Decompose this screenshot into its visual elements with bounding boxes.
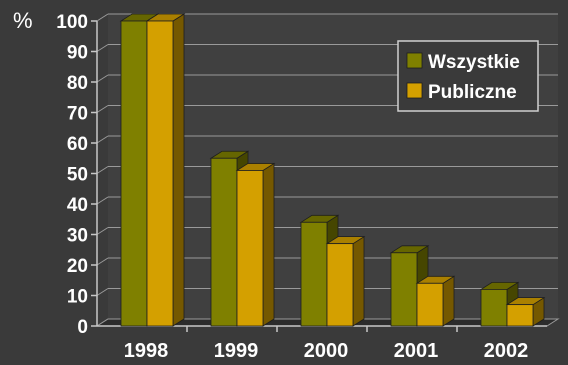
x-tick-label: 1998 [124,340,169,362]
bar-side [352,235,365,327]
y-tick-label: 50 [67,165,88,186]
bar-front [390,252,418,327]
y-tick-label: 100 [56,12,88,33]
x-tick-label: 2000 [304,340,349,362]
gridline-diagonal [96,166,109,174]
gridline-diagonal [96,135,109,144]
gridline-diagonal [96,13,109,22]
x-tick-label: 2002 [484,340,529,362]
y-tick-label: 0 [77,317,88,338]
gridline-diagonal [96,196,109,205]
bar-front [326,243,354,327]
bar-front [506,304,534,327]
y-tick-label: 20 [67,256,88,277]
bar-publiczne-1998 [145,13,186,327]
x-tick-labels: 1998 1999 2000 2001 2002 [124,340,529,362]
legend-swatch-publiczne [406,82,423,99]
y-tick-label: 80 [67,73,88,94]
gridline-diagonal [96,288,109,296]
bar-publiczne-2000 [325,235,366,327]
bar-side [262,162,275,327]
legend-label-wszystkie: Wszystkie [428,52,520,73]
y-tick-label: 70 [67,104,88,125]
gridline-diagonal [96,105,109,113]
legend: Wszystkie Publiczne [397,40,539,112]
legend-label-publiczne: Publiczne [428,82,517,103]
x-tick-label: 2001 [394,340,439,362]
bar-side [172,13,185,327]
bar-front [146,20,174,327]
gridline-diagonal [96,227,109,235]
bar-front [120,20,148,327]
gridline-diagonal [96,257,109,266]
bar-front [416,282,444,327]
bar-publiczne-2002 [505,296,546,327]
bar-publiczne-1999 [235,162,276,327]
gridline-diagonal [96,44,109,52]
y-tick-label: 10 [67,287,88,308]
x-tick-label: 1999 [214,340,259,362]
legend-swatch-wszystkie [406,52,423,69]
bar-front [300,221,328,327]
bar-side [442,275,455,327]
bar-publiczne-2001 [415,275,456,327]
bars [119,13,546,327]
bar-front [480,288,508,327]
y-tick-label: 40 [67,195,88,216]
gridline-diagonal [96,74,109,83]
bar-front [210,157,238,327]
y-tick-label: 60 [67,134,88,155]
y-tick-labels: 0 10 20 30 40 50 60 70 80 90 100 [56,12,88,338]
y-tick-label: 90 [67,43,88,64]
y-unit-label: % [13,8,33,33]
y-tick-label: 30 [67,226,88,247]
bar-front [236,170,264,327]
